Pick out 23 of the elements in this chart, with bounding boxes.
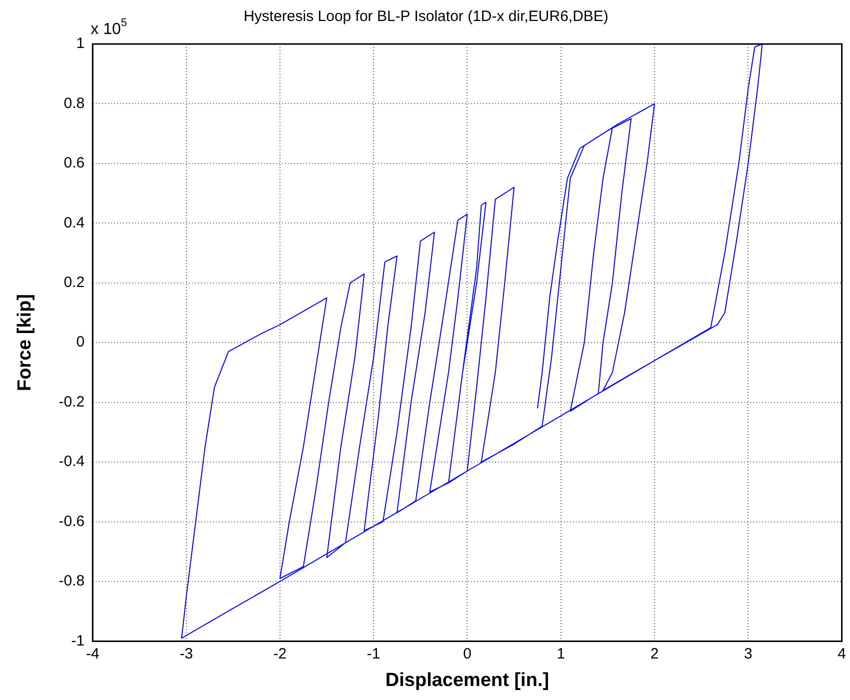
x-tick-label: 1: [556, 645, 566, 662]
x-tick-label: 2: [650, 645, 659, 662]
y-axis-title: Force [kip]: [14, 294, 36, 392]
x-tick-label: 4: [838, 645, 846, 662]
y-tick-label: 0.2: [64, 274, 85, 292]
x-tick-label: -2: [273, 645, 287, 662]
y-tick-label: -0.6: [58, 512, 85, 530]
chart-title: Hysteresis Loop for BL-P Isolator (1D-x dir,EUR6,DBE): [244, 8, 608, 26]
x-axis-title: Displacement [in.]: [385, 670, 550, 691]
y-tick-label: 0.6: [64, 154, 85, 172]
y-tick-label: 1: [76, 35, 85, 52]
x-tick-label: -1: [366, 645, 380, 662]
y-tick-label: -1: [71, 632, 85, 650]
y-tick-label: -0.4: [58, 453, 85, 470]
x-tick-label: 3: [744, 645, 752, 662]
y-tick-label: 0.4: [64, 214, 85, 232]
x-tick-label: 0: [463, 645, 472, 662]
y-tick-label: 0.8: [64, 94, 85, 112]
x-tick-label: -4: [86, 645, 100, 662]
y-tick-label: 0: [76, 334, 85, 351]
y-tick-label: -0.8: [58, 572, 85, 590]
x-tick-label: -3: [180, 645, 193, 662]
y-tick-label: -0.2: [58, 393, 85, 410]
